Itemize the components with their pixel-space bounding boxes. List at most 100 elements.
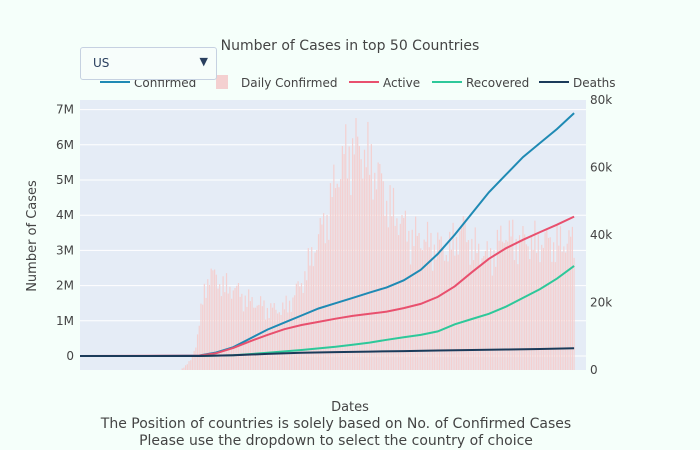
daily-bar xyxy=(467,240,470,370)
daily-bar xyxy=(234,287,236,370)
daily-bar xyxy=(253,307,255,370)
daily-bar xyxy=(518,235,521,370)
daily-bar xyxy=(239,296,241,370)
y2-tick-layer: 0 20k 40k 60k 80k xyxy=(590,93,612,377)
daily-bar xyxy=(399,223,401,370)
daily-bar xyxy=(365,167,367,370)
daily-bar xyxy=(285,295,287,370)
daily-bar xyxy=(208,285,211,370)
daily-bar xyxy=(231,298,233,370)
daily-bar xyxy=(534,220,536,370)
daily-bar xyxy=(384,215,386,370)
daily-bar xyxy=(224,292,226,370)
daily-bar xyxy=(251,297,253,370)
daily-bar xyxy=(452,222,454,370)
daily-bar xyxy=(261,306,263,370)
daily-bar xyxy=(217,288,219,370)
daily-bar xyxy=(389,185,391,370)
daily-bar xyxy=(549,237,551,370)
daily-bar xyxy=(196,334,199,370)
daily-bar xyxy=(271,307,274,370)
daily-bar xyxy=(396,218,398,370)
daily-bar xyxy=(530,236,533,370)
daily-bar xyxy=(340,179,342,370)
daily-bar xyxy=(193,350,195,370)
daily-bar xyxy=(449,231,451,370)
daily-bar xyxy=(394,225,396,370)
daily-bar xyxy=(486,241,488,370)
chart-title: Number of Cases in top 50 Countries xyxy=(221,38,480,54)
y-tick-label: 2M xyxy=(56,279,74,293)
daily-bar xyxy=(380,173,383,370)
daily-bar xyxy=(484,250,487,370)
daily-bar xyxy=(323,213,325,370)
daily-bar xyxy=(537,234,539,370)
daily-bar xyxy=(375,189,378,370)
daily-bar xyxy=(472,260,475,370)
daily-bar xyxy=(471,238,473,370)
daily-bar xyxy=(493,250,495,370)
series-line-active xyxy=(79,215,575,357)
plot-area xyxy=(80,100,586,370)
footer-line-2: Please use the dropdown to select the co… xyxy=(139,433,533,449)
daily-bar xyxy=(386,200,388,370)
daily-bar xyxy=(541,244,543,370)
daily-bar xyxy=(329,183,332,370)
daily-bar xyxy=(440,236,442,370)
daily-bar xyxy=(478,243,480,370)
daily-bar xyxy=(246,306,248,370)
daily-bar xyxy=(418,233,420,370)
daily-bar xyxy=(566,243,568,370)
y-tick-label: 1M xyxy=(56,314,74,328)
daily-bar xyxy=(401,214,403,370)
daily-bar xyxy=(275,309,277,370)
daily-bar xyxy=(317,234,320,370)
daily-bar xyxy=(350,195,352,370)
daily-bar xyxy=(379,163,381,370)
daily-bar xyxy=(305,280,308,370)
daily-bar xyxy=(314,252,316,370)
daily-bar xyxy=(568,230,570,370)
daily-bar xyxy=(237,282,240,370)
daily-bar xyxy=(498,240,500,370)
daily-bar xyxy=(459,230,461,370)
daily-bar xyxy=(435,259,437,370)
daily-bar xyxy=(409,264,412,370)
daily-bar xyxy=(191,354,194,370)
daily-bar xyxy=(311,247,313,370)
country-dropdown[interactable]: US ▼ xyxy=(80,47,217,80)
daily-bar xyxy=(369,174,371,370)
daily-bar xyxy=(481,258,483,370)
daily-bar xyxy=(229,286,231,370)
series-line-deaths xyxy=(80,347,575,357)
legend: Confirmed Daily Confirmed Active Recovered D… xyxy=(100,75,616,90)
daily-bar xyxy=(437,232,439,370)
daily-bar xyxy=(539,262,541,370)
daily-bar xyxy=(535,252,538,370)
footer-line-1: The Position of countries is solely base… xyxy=(100,416,572,432)
series-lines-layer xyxy=(79,112,575,357)
dropdown-selected-value: US xyxy=(93,56,110,70)
daily-bar xyxy=(443,260,446,370)
daily-bar xyxy=(403,217,405,370)
daily-bar xyxy=(367,121,369,370)
daily-bar xyxy=(232,290,234,370)
daily-bar xyxy=(546,228,548,370)
daily-bar xyxy=(207,279,209,370)
daily-bar xyxy=(266,307,269,370)
daily-bar xyxy=(450,249,453,370)
y-tick-label: 7M xyxy=(56,103,74,117)
daily-bar xyxy=(476,253,478,370)
daily-bar xyxy=(527,246,529,370)
daily-bar xyxy=(421,250,424,370)
daily-bar xyxy=(290,311,292,370)
daily-bar xyxy=(542,247,545,370)
daily-bar xyxy=(341,146,343,370)
legend-swatch xyxy=(216,75,228,89)
daily-bar xyxy=(292,297,294,370)
daily-bar xyxy=(561,251,563,370)
chevron-down-icon: ▼ xyxy=(199,55,208,68)
daily-bar xyxy=(338,187,340,370)
x-axis-label: Dates xyxy=(331,400,369,415)
y2-tick-label: 20k xyxy=(590,296,612,310)
